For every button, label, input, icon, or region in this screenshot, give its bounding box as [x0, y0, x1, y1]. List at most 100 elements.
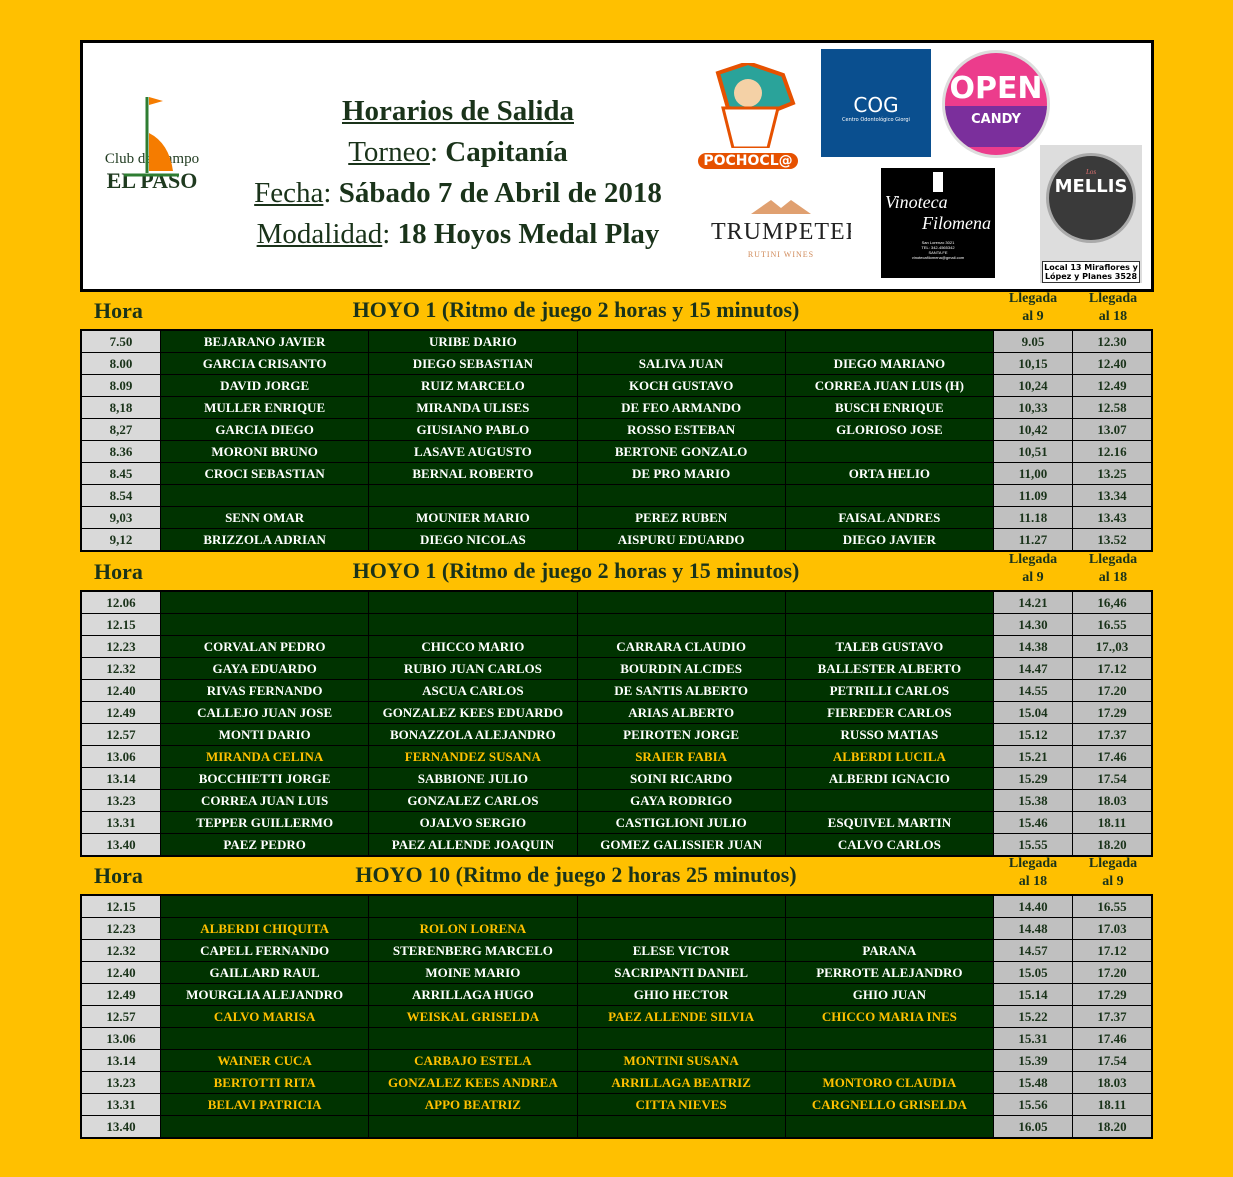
player-cell: KOCH GUSTAVO	[576, 374, 786, 397]
player-cell: ARRILLAGA BEATRIZ	[576, 1071, 786, 1094]
tee-time: 13.06	[80, 745, 161, 768]
player-cell: PAEZ ALLENDE SILVIA	[576, 1005, 786, 1028]
arrival-a: 15.56	[993, 1093, 1073, 1116]
player-cell: BOURDIN ALCIDES	[576, 657, 786, 680]
tee-time: 13.14	[80, 1049, 161, 1072]
player-cell: CITTA NIEVES	[576, 1093, 786, 1116]
arrival-b: 17.03	[1072, 917, 1153, 940]
player-cell: CARRARA CLAUDIO	[576, 635, 786, 658]
player-cell: FERNANDEZ SUSANA	[368, 745, 578, 768]
player-cell: BELAVI PATRICIA	[159, 1093, 370, 1116]
arrival-b: 17.,03	[1072, 635, 1153, 658]
table-row: 9,03 SENN OMAR MOUNIER MARIO PEREZ RUBEN FAI…	[80, 506, 1153, 529]
player-cell: MIRANDA CELINA	[159, 745, 370, 768]
arrival-b-header: Llegada al 18	[1088, 552, 1138, 585]
player-cell: ARIAS ALBERTO	[576, 701, 786, 724]
arrival-b: 17.20	[1072, 679, 1153, 702]
arrival-b: 13.52	[1072, 528, 1153, 552]
player-cell: SABBIONE JULIO	[368, 767, 578, 790]
tee-time: 8,27	[80, 418, 161, 441]
table-row: 13.31 TEPPER GUILLERMO OJALVO SERGIO CASTIG…	[80, 811, 1153, 834]
arrival-b: 18.03	[1072, 789, 1153, 812]
table-row: 8.45 CROCI SEBASTIAN BERNAL ROBERTO DE PRO …	[80, 462, 1153, 485]
arrival-b: 18.11	[1072, 811, 1153, 834]
arrival-a: 11.18	[993, 506, 1073, 529]
player-cell: CROCI SEBASTIAN	[159, 462, 370, 485]
player-cell: AISPURU EDUARDO	[576, 528, 786, 552]
player-cell	[784, 484, 995, 507]
player-cell: BALLESTER ALBERTO	[784, 657, 995, 680]
table-row: 8.36 MORONI BRUNO LASAVE AUGUSTO BERTONE GO…	[80, 440, 1153, 463]
player-cell: LASAVE AUGUSTO	[368, 440, 578, 463]
player-cell: CARGNELLO GRISELDA	[784, 1093, 995, 1116]
arrival-a: 15.39	[993, 1049, 1073, 1072]
tee-time: 8.54	[80, 484, 161, 507]
tee-time: 13.14	[80, 767, 161, 790]
table-row: 12.49 MOURGLIA ALEJANDRO ARRILLAGA HUGO GHI…	[80, 983, 1153, 1006]
player-cell	[159, 1115, 370, 1139]
arrival-b: 17.29	[1072, 701, 1153, 724]
tee-times-table: 12.15 14.40 16.55 12.23 ALBERDI CHIQUITA ROLO…	[80, 894, 1153, 1139]
tee-time: 12.32	[80, 939, 161, 962]
tee-time: 12.32	[80, 657, 161, 680]
player-cell: FIEREDER CARLOS	[784, 701, 995, 724]
player-cell	[784, 1115, 995, 1139]
player-cell: MONTINI SUSANA	[576, 1049, 786, 1072]
arrival-b: 17.54	[1072, 1049, 1153, 1072]
table-row: 12.06 14.21 16,46	[80, 590, 1153, 614]
arrival-a: 15.48	[993, 1071, 1073, 1094]
arrival-b: 17.46	[1072, 745, 1153, 768]
tee-time: 8.00	[80, 352, 161, 375]
pochoclo-logo: POCHOCL@	[698, 63, 803, 173]
tee-time: 13.31	[80, 811, 161, 834]
vinoteca-logo: Vinoteca Filomena San Lorenzo 3021 TEL: …	[881, 168, 995, 278]
player-cell	[576, 894, 786, 918]
player-cell: TEPPER GUILLERMO	[159, 811, 370, 834]
player-cell	[576, 1115, 786, 1139]
arrival-b-header: Llegada al 9	[1088, 856, 1138, 889]
player-cell: BUSCH ENRIQUE	[784, 396, 995, 419]
player-cell: GIUSIANO PABLO	[368, 418, 578, 441]
player-cell: MULLER ENRIQUE	[159, 396, 370, 419]
wine-glass-icon	[933, 172, 943, 192]
arrival-a: 10,24	[993, 374, 1073, 397]
player-cell: SENN OMAR	[159, 506, 370, 529]
arrival-b: 17.37	[1072, 723, 1153, 746]
arrival-a: 15.21	[993, 745, 1073, 768]
tee-time: 12.49	[80, 983, 161, 1006]
player-cell: GONZALEZ CARLOS	[368, 789, 578, 812]
player-cell	[784, 894, 995, 918]
player-cell: ROLON LORENA	[368, 917, 578, 940]
arrival-b: 16,46	[1072, 590, 1153, 614]
player-cell: MONTORO CLAUDIA	[784, 1071, 995, 1094]
club-name-line2: EL PASO	[106, 168, 198, 193]
torneo-line: Torneo: Capitanía	[348, 136, 568, 168]
golf-flag-icon	[124, 97, 179, 177]
arrival-b: 17.46	[1072, 1027, 1153, 1050]
player-cell: FAISAL ANDRES	[784, 506, 995, 529]
player-cell: SALIVA JUAN	[576, 352, 786, 375]
player-cell: GONZALEZ KEES ANDREA	[368, 1071, 578, 1094]
player-cell: PETRILLI CARLOS	[784, 679, 995, 702]
tee-time: 13.31	[80, 1093, 161, 1116]
player-cell: GHIO HECTOR	[576, 983, 786, 1006]
player-cell	[368, 590, 578, 614]
arrival-a: 14.38	[993, 635, 1073, 658]
player-cell: BEJARANO JAVIER	[159, 329, 370, 353]
player-cell: URIBE DARIO	[368, 329, 578, 353]
arrival-b: 18.20	[1072, 833, 1153, 857]
arrival-b: 12.49	[1072, 374, 1153, 397]
player-cell: DE FEO ARMANDO	[576, 396, 786, 419]
cog-logo: COG Centro Odontológico Giorgi	[821, 49, 931, 157]
player-cell: CARBAJO ESTELA	[368, 1049, 578, 1072]
modalidad-line: Modalidad: 18 Hoyos Medal Play	[256, 218, 660, 250]
table-row: 13.06 MIRANDA CELINA FERNANDEZ SUSANA SRAIE…	[80, 745, 1153, 768]
table-row: 13.40 16.05 18.20	[80, 1115, 1153, 1139]
tee-time: 13.40	[80, 833, 161, 857]
page-title: Horarios de Salida	[341, 95, 574, 127]
mellis-logo: Los MELLIS Local 13 Miraflores y López y…	[1040, 145, 1142, 283]
player-cell: DAVID JORGE	[159, 374, 370, 397]
tee-time: 13.40	[80, 1115, 161, 1139]
tee-time: 13.23	[80, 789, 161, 812]
table-row: 12.40 GAILLARD RAUL MOINE MARIO SACRIPANTI …	[80, 961, 1153, 984]
